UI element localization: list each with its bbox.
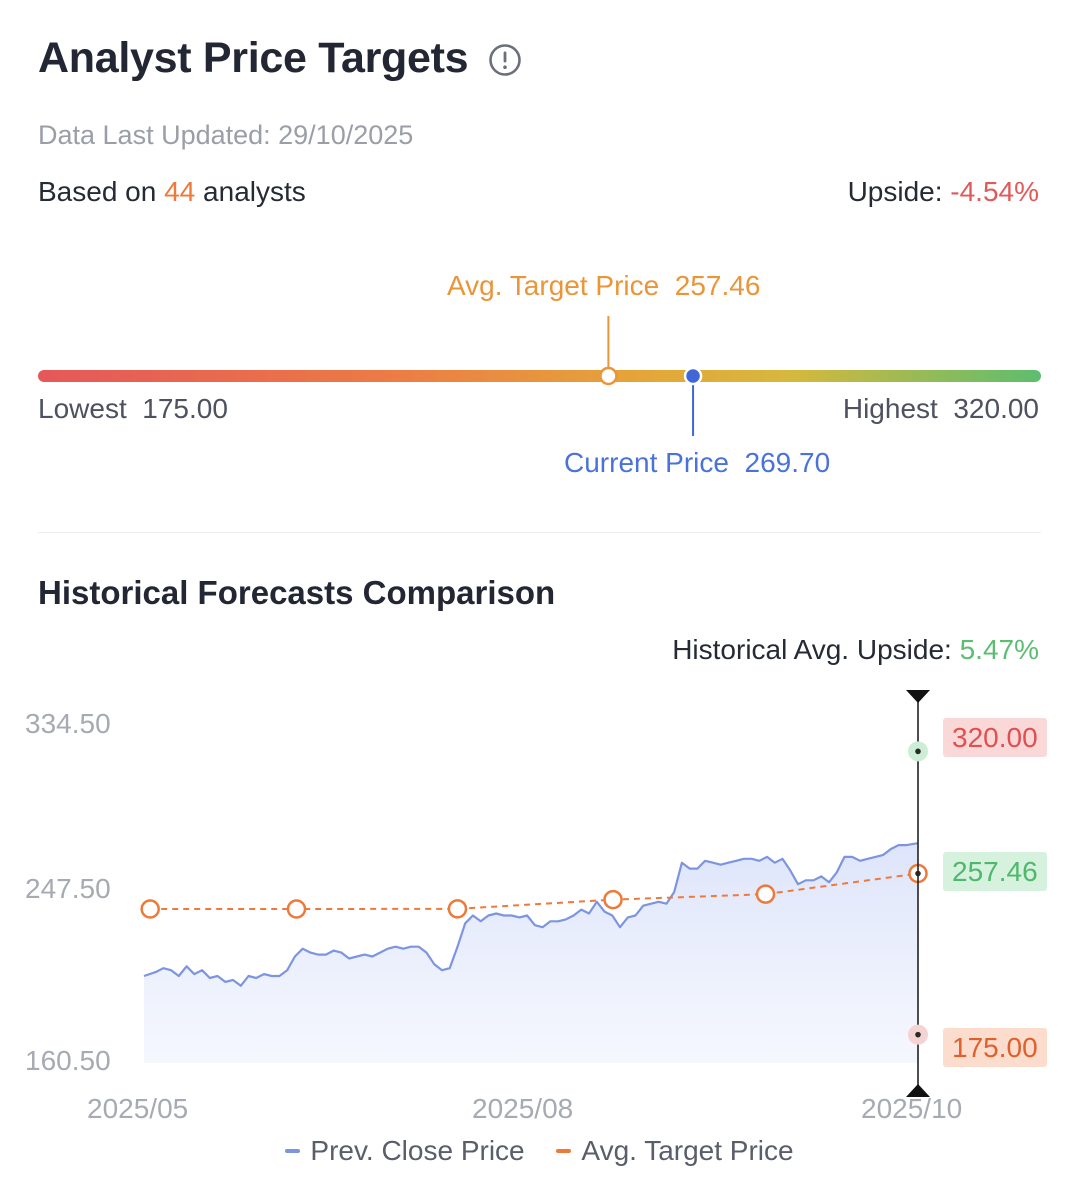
info-circle-icon[interactable]: [488, 43, 522, 77]
lowest-target-dot: [915, 1031, 921, 1038]
upside-summary: Upside: -4.54%: [847, 176, 1039, 207]
avg-target-point: [603, 889, 623, 910]
section-divider: [38, 532, 1041, 533]
range-track: [38, 370, 1041, 382]
last-updated: Data Last Updated: 29/10/2025: [38, 120, 414, 150]
cursor-bottom-arrow-icon: [906, 1084, 930, 1097]
legend-swatch: [556, 1149, 572, 1153]
historical-title: Historical Forecasts Comparison: [38, 574, 556, 611]
current-price-marker: [683, 366, 703, 386]
price-range-bar: [38, 316, 1041, 436]
lowest-target-tag: 175.00: [943, 1028, 1047, 1067]
historical-upside: Historical Avg. Upside: 5.47%: [672, 634, 1039, 665]
avg-target-marker: [599, 366, 618, 386]
lowest-label: Lowest 175.00: [38, 393, 228, 424]
highest-target-dot: [915, 748, 921, 755]
legend-item-prev-close[interactable]: Prev. Close Price: [285, 1135, 525, 1167]
y-tick-label: 160.50: [25, 1045, 111, 1076]
highest-target-tag: 320.00: [943, 718, 1047, 757]
x-tick-label: 2025/05: [87, 1093, 189, 1124]
avg-target-line: [150, 872, 919, 911]
y-tick-label: 334.50: [25, 708, 111, 739]
avg-target-label: Avg. Target Price 257.46: [447, 270, 761, 301]
legend-swatch: [285, 1149, 301, 1153]
avg-target-point: [140, 899, 160, 919]
current-price-label: Current Price 269.70: [564, 447, 831, 478]
cursor-top-arrow-icon: [906, 690, 930, 703]
page-title: Analyst Price Targets: [38, 34, 469, 82]
avg-target-point: [755, 884, 776, 904]
avg-target-point: [286, 899, 307, 919]
chart-legend: Prev. Close Price Avg. Target Price: [0, 1128, 1079, 1167]
y-tick-label: 247.50: [25, 873, 111, 904]
avg-target-tag: 257.46: [943, 852, 1047, 891]
highest-label: Highest 320.00: [842, 393, 1039, 424]
legend-item-avg-target[interactable]: Avg. Target Price: [556, 1135, 794, 1167]
avg-target-point: [447, 899, 468, 919]
price-area: [144, 843, 918, 1063]
prev-close-line: [143, 842, 919, 987]
analyst-count: Based on 44 analysts: [38, 176, 306, 207]
x-tick-label: 2025/08: [472, 1093, 574, 1124]
x-tick-label: 2025/10: [861, 1093, 963, 1124]
